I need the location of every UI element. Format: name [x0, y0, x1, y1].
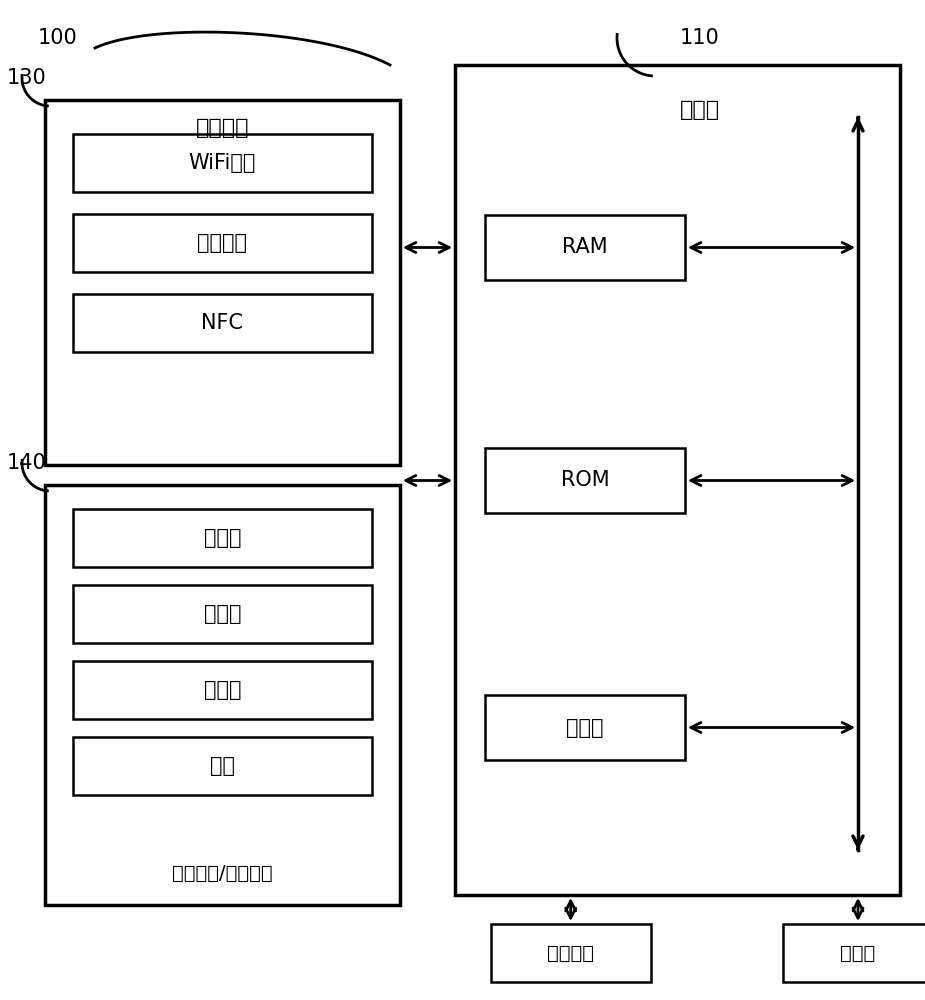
Text: 130: 130	[7, 68, 47, 88]
FancyBboxPatch shape	[73, 737, 372, 795]
Text: 触摸板: 触摸板	[204, 604, 241, 624]
FancyBboxPatch shape	[455, 65, 900, 895]
Text: 用户输入/输出接口: 用户输入/输出接口	[172, 863, 273, 882]
Text: 蓝牙模块: 蓝牙模块	[198, 233, 248, 253]
Text: 传感器: 传感器	[204, 680, 241, 700]
FancyBboxPatch shape	[73, 134, 372, 192]
Text: 供电电源: 供电电源	[548, 944, 594, 962]
FancyBboxPatch shape	[485, 448, 685, 513]
FancyBboxPatch shape	[485, 695, 685, 760]
Text: RAM: RAM	[562, 237, 608, 257]
Text: 处理器: 处理器	[566, 717, 604, 737]
Text: 按键: 按键	[210, 756, 235, 776]
Text: 140: 140	[7, 453, 47, 473]
Text: 控制器: 控制器	[680, 100, 720, 120]
FancyBboxPatch shape	[73, 661, 372, 719]
Text: ROM: ROM	[561, 471, 610, 490]
FancyBboxPatch shape	[45, 485, 400, 905]
Text: NFC: NFC	[202, 313, 243, 333]
FancyBboxPatch shape	[73, 509, 372, 567]
Text: 存储器: 存储器	[841, 944, 876, 962]
FancyBboxPatch shape	[73, 294, 372, 352]
FancyBboxPatch shape	[485, 215, 685, 280]
Text: 麦克风: 麦克风	[204, 528, 241, 548]
FancyBboxPatch shape	[73, 214, 372, 272]
Text: 100: 100	[38, 28, 78, 48]
Text: WiFi芯片: WiFi芯片	[189, 153, 256, 173]
FancyBboxPatch shape	[73, 585, 372, 643]
FancyBboxPatch shape	[45, 100, 400, 465]
FancyBboxPatch shape	[783, 924, 925, 982]
FancyBboxPatch shape	[490, 924, 650, 982]
Text: 110: 110	[680, 28, 720, 48]
Text: 通信接口: 通信接口	[196, 118, 249, 138]
